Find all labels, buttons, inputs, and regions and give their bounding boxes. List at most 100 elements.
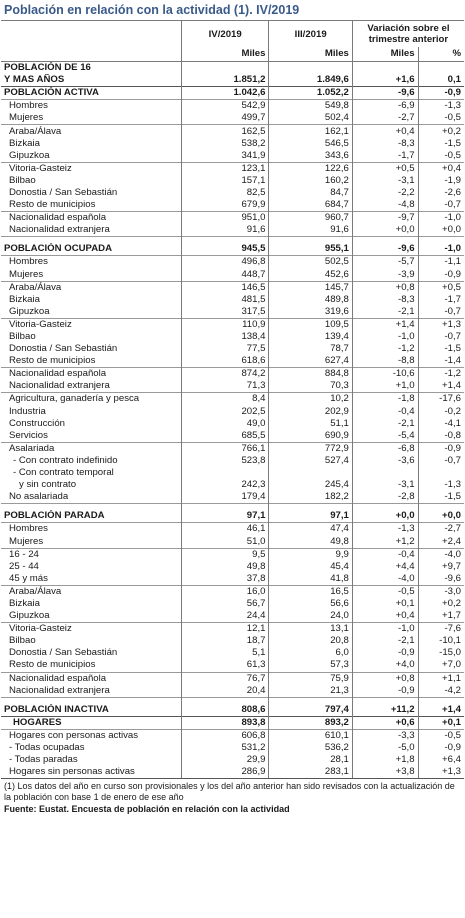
- row-value: 45,4: [268, 560, 353, 573]
- row-label: Industria: [9, 405, 46, 417]
- row-value: 1.042,6: [180, 86, 269, 100]
- table-row: Industria 202,5 202,9 -0,4 -0,2: [1, 405, 464, 418]
- row-value: 549,8: [268, 99, 353, 113]
- row-value: -6,8: [351, 441, 419, 455]
- row-value: 496,8: [180, 255, 269, 269]
- row-value: 61,3: [180, 659, 269, 672]
- row-value: -1,2: [351, 343, 419, 356]
- row-label: Vitoria-Gasteiz: [1, 161, 182, 175]
- row-value: -9,6: [351, 243, 419, 256]
- row-value: 160,2: [268, 174, 353, 187]
- page-title: Población en relación con la actividad (…: [4, 3, 300, 17]
- row-label: - Con contrato temporal: [13, 467, 114, 479]
- row-label: Mujeres: [9, 268, 44, 280]
- row-value: [417, 236, 464, 244]
- row-value: 489,8: [268, 293, 353, 306]
- table-row: Mujeres 51,0 49,8 +1,2 +2,4: [1, 535, 464, 549]
- row-value: +0,0: [351, 510, 419, 523]
- row-label: Hombres: [1, 99, 182, 113]
- row-value: 286,9: [180, 766, 269, 780]
- row-value: 10,2: [268, 392, 353, 406]
- row-value: [351, 696, 419, 704]
- row-value: -7,6: [417, 622, 464, 636]
- row-value: -4,2: [417, 684, 464, 698]
- row-label: POBLACIÓN ACTIVA: [1, 86, 182, 100]
- row-value: -5,7: [351, 255, 419, 269]
- row-value: 76,7: [180, 671, 269, 685]
- row-label: - Todas ocupadas: [9, 742, 85, 754]
- row-value: +0,0: [417, 510, 464, 523]
- row-value: -9,6: [351, 86, 419, 100]
- row-label: y sin contrato: [19, 479, 77, 491]
- table-row: Bilbao 18,7 20,8 -2,1 -10,1: [1, 635, 464, 648]
- row-value: +0,5: [417, 280, 464, 294]
- row-value: -2,2: [351, 186, 419, 200]
- row-value: [417, 503, 464, 511]
- row-value: -3,3: [351, 728, 419, 742]
- row-label: Resto de municipios: [9, 659, 96, 671]
- row-value: -0,9: [351, 647, 419, 660]
- row-label: Bilbao: [9, 331, 36, 343]
- unit-miles-1: Miles: [180, 47, 269, 62]
- row-value: -1,5: [417, 343, 464, 356]
- row-label: Mujeres: [9, 535, 44, 547]
- row-value: +0,0: [417, 224, 464, 237]
- row-value: +0,8: [351, 671, 419, 685]
- row-label: Donostia / San Sebastián: [9, 343, 118, 355]
- row-value: [417, 696, 464, 704]
- row-label: Vitoria-Gasteiz: [1, 317, 182, 331]
- row-label: HOGARES: [1, 715, 182, 730]
- row-value: 955,1: [268, 243, 353, 256]
- row-label: 25 - 44: [9, 560, 39, 572]
- table-row: Hombres 46,1 47,4 -1,3 -2,7: [1, 522, 464, 536]
- row-value: 531,2: [180, 741, 269, 755]
- row-value: 5,1: [180, 647, 269, 660]
- row-value: 12,1: [180, 622, 269, 636]
- row-label: Nacionalidad extranjera: [9, 380, 110, 392]
- table-row: POBLACIÓN INACTIVA 808,6 797,4 +11,2 +1,4: [1, 703, 464, 717]
- row-value: 874,2: [180, 367, 269, 381]
- row-label: Mujeres: [9, 112, 44, 124]
- row-value: -0,8: [417, 429, 464, 443]
- row-value: 82,5: [180, 186, 269, 200]
- row-value: 499,7: [180, 112, 269, 125]
- table-row: - Con contrato temporal: [1, 467, 464, 480]
- row-label: Vitoria-Gasteiz: [1, 622, 182, 636]
- row-value: 110,9: [180, 317, 269, 331]
- row-value: +0,2: [417, 597, 464, 611]
- row-value: 84,7: [268, 186, 353, 200]
- row-value: 684,7: [268, 199, 353, 212]
- row-value: 145,7: [268, 280, 353, 294]
- row-value: 146,5: [180, 280, 269, 294]
- row-value: 283,1: [268, 766, 353, 780]
- row-value: [180, 467, 269, 480]
- row-label: [1, 696, 182, 704]
- table-row: - Todas ocupadas 531,2 536,2 -5,0 -0,9: [1, 741, 464, 755]
- row-label: POBLACIÓN DE 16: [1, 61, 182, 75]
- table-row: Araba/Álava 16,0 16,5 -0,5 -3,0: [1, 584, 464, 598]
- row-value: -0,4: [351, 405, 419, 418]
- row-value: 16,0: [180, 584, 269, 598]
- row-value: -15,0: [417, 647, 464, 660]
- table-row: Bilbao 157,1 160,2 -3,1 -1,9: [1, 174, 464, 187]
- table-row: Y MAS AÑOS 1.851,2 1.849,6 +1,6 0,1: [1, 74, 464, 87]
- row-label: Gipuzkoa: [9, 149, 50, 161]
- row-value: -2,7: [417, 522, 464, 536]
- row-value: 123,1: [180, 161, 269, 175]
- table-row: - Todas paradas 29,9 28,1 +1,8 +6,4: [1, 754, 464, 767]
- row-value: 157,1: [180, 174, 269, 187]
- table-row: Hombres 496,8 502,5 -5,7 -1,1: [1, 255, 464, 269]
- header-empty: [1, 20, 182, 47]
- table-row: [1, 503, 464, 511]
- row-value: +0,8: [351, 280, 419, 294]
- row-value: -17,6: [417, 392, 464, 406]
- row-value: -3,1: [351, 479, 419, 492]
- row-label: Hombres: [1, 522, 182, 536]
- table-row: Bizkaia 56,7 56,6 +0,1 +0,2: [1, 597, 464, 611]
- row-value: +1,8: [351, 754, 419, 767]
- row-value: 139,4: [268, 330, 353, 344]
- row-label: Nacionalidad española: [1, 367, 182, 381]
- table-row: Mujeres 448,7 452,6 -3,9 -0,9: [1, 268, 464, 282]
- row-value: 242,3: [180, 479, 269, 492]
- row-value: -1,5: [417, 491, 464, 504]
